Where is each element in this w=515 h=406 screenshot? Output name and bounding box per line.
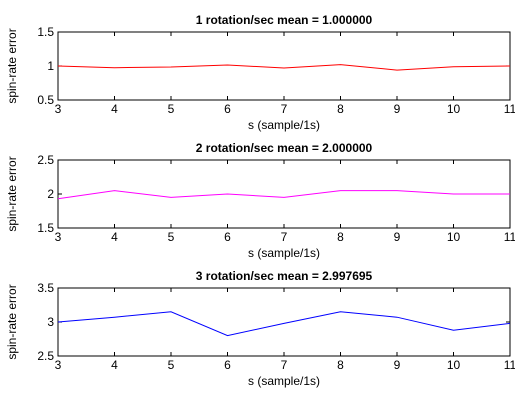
subplot-1-xtick-label-2: 4 xyxy=(111,102,118,116)
subplot-2-xtick-label-5: 7 xyxy=(281,230,288,244)
subplot-3-ylabel: spin-rate error xyxy=(5,284,19,359)
subplot-3-xtick-label-7: 9 xyxy=(394,358,401,372)
subplot-1-xtick-label-3: 5 xyxy=(168,102,175,116)
subplot-2-ytick-label-1: 1.5 xyxy=(37,221,54,235)
subplot-2-xtick-label-9: 11 xyxy=(504,230,515,244)
subplot-1-ytick-label-2: 1 xyxy=(47,59,54,73)
subplot-1-plot-area xyxy=(57,31,511,101)
subplot-3-xtick-label-2: 4 xyxy=(111,358,118,372)
subplot-2-xlabel: s (sample/1s) xyxy=(248,246,320,260)
subplot-2-ticks: 3 4 5 6 7 8 9 10 11 1.5 2 2.5 xyxy=(37,153,515,244)
subplot-3-xtick-label-1: 3 xyxy=(55,358,62,372)
subplot-2-ytick-label-3: 2.5 xyxy=(37,153,54,167)
subplot-2-ylabel: spin-rate error xyxy=(5,156,19,231)
subplot-3-title: 3 rotation/sec mean = 2.997695 xyxy=(196,269,373,283)
subplot-2-xtick-label-3: 5 xyxy=(168,230,175,244)
subplot-2-plot-area xyxy=(57,159,511,229)
subplot-1-xtick-label-1: 3 xyxy=(55,102,62,116)
subplot-2-xtick-label-7: 9 xyxy=(394,230,401,244)
subplot-3-xtick-label-3: 5 xyxy=(168,358,175,372)
subplot-2-series-line xyxy=(57,190,510,200)
subplot-1-series-line xyxy=(57,64,511,71)
subplot-1-ticks: 3 4 5 6 7 8 9 10 11 0.5 1 1.5 xyxy=(37,25,515,116)
subplot-2-xtick-label-1: 3 xyxy=(55,230,62,244)
subplot-3: 3 rotation/sec mean = 2.997695 spin-rate… xyxy=(5,269,515,388)
subplot-3-plot-area xyxy=(57,287,511,357)
subplot-2: 2 rotation/sec mean = 2.000000 spin-rate… xyxy=(5,141,515,260)
subplot-3-ytick-label-2: 3 xyxy=(47,315,54,329)
subplot-2-xtick-label-2: 4 xyxy=(111,230,118,244)
subplot-3-xtick-label-5: 7 xyxy=(281,358,288,372)
subplot-1-xtick-label-9: 11 xyxy=(504,102,515,116)
subplot-1-ytick-label-3: 1.5 xyxy=(37,25,54,39)
subplot-2-ytick-label-2: 2 xyxy=(47,187,54,201)
subplot-3-xtick-label-4: 6 xyxy=(224,358,231,372)
subplot-1-xtick-label-4: 6 xyxy=(224,102,231,116)
subplot-1-xlabel: s (sample/1s) xyxy=(248,118,320,132)
subplot-1-xtick-label-7: 9 xyxy=(394,102,401,116)
subplot-3-xlabel: s (sample/1s) xyxy=(248,374,320,388)
subplot-1: 1 rotation/sec mean = 1.000000 spin-rate… xyxy=(5,13,515,132)
subplot-3-xtick-label-6: 8 xyxy=(337,358,344,372)
subplot-2-xtick-label-6: 8 xyxy=(337,230,344,244)
subplot-3-xtick-label-8: 10 xyxy=(447,358,461,372)
subplot-3-ytick-label-1: 2.5 xyxy=(37,349,54,363)
subplot-3-ytick-label-3: 3.5 xyxy=(37,281,54,295)
subplot-3-xtick-label-9: 11 xyxy=(504,358,515,372)
subplot-3-ticks: 3 4 5 6 7 8 9 10 112.533.5 xyxy=(37,281,515,372)
subplot-2-xtick-label-8: 10 xyxy=(447,230,461,244)
subplot-1-xtick-label-5: 7 xyxy=(281,102,288,116)
subplot-1-ytick-label-1: 0.5 xyxy=(37,93,54,107)
subplot-2-title: 2 rotation/sec mean = 2.000000 xyxy=(196,141,373,155)
subplot-1-title: 1 rotation/sec mean = 1.000000 xyxy=(196,13,373,27)
subplot-1-xtick-label-6: 8 xyxy=(337,102,344,116)
subplot-3-series-line xyxy=(57,311,511,337)
subplot-1-ylabel: spin-rate error xyxy=(5,28,19,103)
subplot-1-xtick-label-8: 10 xyxy=(447,102,461,116)
subplot-2-xtick-label-4: 6 xyxy=(224,230,231,244)
